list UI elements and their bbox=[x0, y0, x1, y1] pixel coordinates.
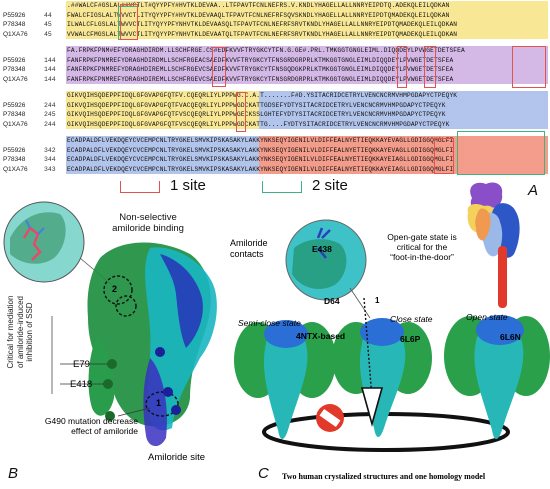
l6p-label: 6L6P bbox=[400, 334, 421, 344]
g490-label: G490 mutation decrease effect of amilori… bbox=[44, 416, 138, 436]
funnel-semi-close bbox=[234, 320, 336, 439]
ntx-label: 4NTX-based bbox=[296, 331, 346, 341]
sequence-row: VVWALCFMGSLALTWVVCTLITYQYYPFYNHVTKLDEVAA… bbox=[67, 30, 458, 38]
site2-box bbox=[457, 131, 545, 175]
legend: 1 site 2 site bbox=[0, 174, 550, 198]
panel-a-letter: A bbox=[528, 182, 539, 199]
protein-structure-b bbox=[3, 201, 217, 447]
site1-box bbox=[120, 4, 138, 40]
sequence-row: FANFRPKFPNMREFYDRAGHDIREMLLSCHFRGEVCSAED… bbox=[67, 75, 454, 83]
subunit-red-tail bbox=[498, 246, 507, 308]
site1-box bbox=[212, 47, 226, 87]
site1-box bbox=[434, 138, 454, 174]
sequence-id: Q1XA76 bbox=[3, 165, 28, 173]
site1-box bbox=[424, 46, 436, 88]
subunit-cartoon bbox=[467, 182, 520, 308]
sequence-start: 344 bbox=[44, 156, 56, 163]
site1-box bbox=[236, 92, 246, 132]
sequence-row: GIKVQIHSQDEPPFIDQLGFGVAPGFQTFV.CQEQRLIYL… bbox=[67, 92, 458, 99]
sequence-row: ECADPALDFLVEKDQEYCVCEMPCNLTRYGKELSMVKIPS… bbox=[67, 137, 454, 144]
sequence-row: FWALCFIGSLALTWVVCTLITYQYYPFY#HVTKLDEVAAQ… bbox=[67, 11, 450, 19]
panel-c-letter: C bbox=[258, 465, 269, 482]
gating-diagram bbox=[234, 219, 550, 452]
sequence-row: FANFRPKFPNMREFYDRAGHDIREMLLSCHFRGEVCSAED… bbox=[67, 66, 454, 73]
sequence-id: P55926 bbox=[3, 101, 26, 109]
sequence-start: 245 bbox=[44, 111, 56, 118]
e418-label: E418 bbox=[70, 379, 93, 390]
sequence-row: FANFRPKFPNMREFYDRAGHDIRDMLLSCHFRGEACSAED… bbox=[67, 56, 454, 64]
legend-site2-swatch bbox=[262, 181, 302, 193]
sequence-row: GIKVQIHSQDEPPFIDQLGFGVAPGFQTFVSCQEQRLIYL… bbox=[67, 111, 446, 118]
alignment-band bbox=[66, 91, 548, 129]
sequence-row: ECADPALDFLVEKDQEYCVCEMPCNLTRYGKELSMVKIPS… bbox=[67, 165, 454, 173]
semi-close-label: Semi-close state bbox=[238, 318, 301, 328]
sequence-start: 144 bbox=[44, 66, 56, 73]
sequence-row: ECADPALDFLVEKDQEYCVCEMPCNLTRYGKELSMVKIPS… bbox=[67, 146, 454, 154]
sequence-row: .##WALCF#GSLAL##VCTLT#QYYPFY#HVTKLDEVAA.… bbox=[67, 2, 450, 9]
sequence-id: Q1XA76 bbox=[3, 120, 28, 128]
critical-label: Critical for mediation of amiloride-indu… bbox=[6, 295, 34, 369]
sequence-id: P78348 bbox=[3, 111, 26, 118]
funnel-open bbox=[444, 315, 550, 439]
sequence-id: P55926 bbox=[3, 56, 26, 64]
sequence-id: P78348 bbox=[3, 21, 26, 28]
l6n-label: 6L6N bbox=[500, 332, 521, 342]
marker-2: 2 bbox=[112, 284, 118, 294]
site1-box bbox=[397, 46, 407, 88]
panel-b-letter: B bbox=[8, 465, 19, 482]
sequence-id: Q1XA76 bbox=[3, 75, 28, 83]
alignment-band bbox=[66, 46, 548, 84]
sequence-row: ECADPALDFLVEKDQEYCVCEMPCNLTRYGKELSMVKIPS… bbox=[67, 156, 454, 163]
subunit-orange bbox=[475, 208, 491, 241]
open-label: Open state bbox=[466, 312, 508, 322]
sequence-row: FA.FRPKFPNM#EFYDRAGHDIRDM.LLSCHFRGE.CS#E… bbox=[67, 47, 465, 54]
legend-site1-swatch bbox=[120, 181, 160, 193]
sequence-start: 343 bbox=[44, 165, 56, 173]
sequence-id: P78348 bbox=[3, 156, 26, 163]
sequence-start: 244 bbox=[44, 120, 56, 128]
site1-box bbox=[512, 46, 546, 88]
legend-site1-label: 1 site bbox=[170, 177, 206, 194]
amiloride-site-label: Amiloride site bbox=[148, 452, 206, 463]
contacts-label: Amiloride contacts bbox=[230, 238, 268, 259]
non-selective-label: Non-selective amiloride binding bbox=[112, 212, 184, 234]
sequence-id: Q1XA76 bbox=[3, 30, 28, 38]
sequence-id: P55926 bbox=[3, 11, 26, 19]
sequence-start: 342 bbox=[44, 146, 56, 154]
sequence-start: 144 bbox=[44, 75, 56, 83]
sequence-row: ILWALCFLGSLALTWVVCTLITYQYYPFYNHVTKLDEVAA… bbox=[67, 21, 458, 28]
e438-label: E438 bbox=[312, 244, 332, 254]
sequence-alignment: .##WALCF#GSLAL##VCTLT#QYYPFY#HVTKLDEVAA.… bbox=[0, 0, 550, 185]
marker-c-1: 1 bbox=[375, 296, 380, 305]
sequence-row: GIKVQIHSQDEPPFIDQLGFGVAPGFQTFVACQEQRLIYL… bbox=[67, 101, 446, 109]
open-gate-label: Open-gate state is critical for the “foo… bbox=[387, 232, 457, 262]
legend-site2-label: 2 site bbox=[312, 177, 348, 194]
sequence-start: 144 bbox=[44, 56, 56, 64]
sequence-start: 45 bbox=[44, 30, 52, 38]
caption: Two human crystalized structures and one… bbox=[282, 472, 486, 481]
sequence-id: P78348 bbox=[3, 66, 26, 73]
e79-label: E79 bbox=[73, 359, 90, 370]
sequence-start: 44 bbox=[44, 11, 52, 19]
sequence-start: 244 bbox=[44, 101, 56, 109]
sequence-start: 45 bbox=[44, 21, 52, 28]
sequence-row: GIKVQIHSQDEPPFIDQLGFGVAPGFQTFVSCQEQRLIYL… bbox=[67, 120, 450, 128]
d64-label: D64 bbox=[324, 296, 340, 306]
alignment-band bbox=[66, 136, 548, 174]
marker-1: 1 bbox=[156, 398, 162, 408]
subunit-purple bbox=[470, 182, 503, 210]
alignment-band bbox=[66, 1, 548, 39]
close-label: Close state bbox=[390, 314, 433, 324]
sequence-id: P55926 bbox=[3, 146, 26, 154]
